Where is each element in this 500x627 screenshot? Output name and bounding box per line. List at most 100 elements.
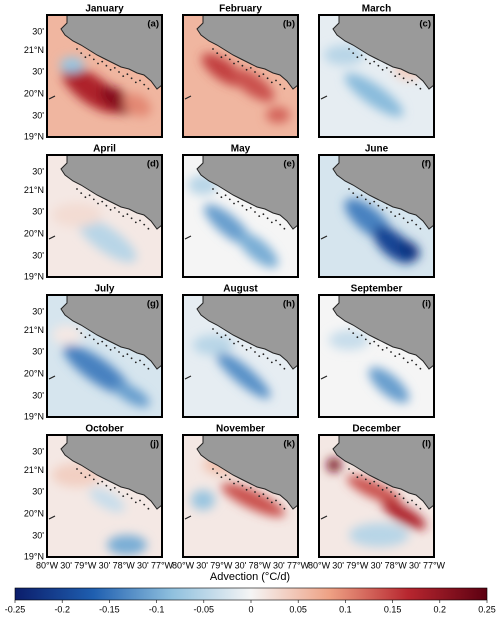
islet (184, 375, 192, 380)
cay (224, 474, 227, 477)
panel-label: (b) (283, 19, 295, 30)
cay (216, 192, 219, 194)
y-axis-label: 30' (32, 347, 44, 357)
field-blobs (344, 198, 420, 264)
cay (369, 62, 371, 65)
islet (320, 235, 328, 240)
panel-label: (f) (422, 159, 432, 170)
cay (101, 60, 104, 63)
cay (101, 340, 104, 343)
panel-label: (i) (422, 299, 431, 310)
y-axis-label: 19°N (24, 271, 44, 281)
cay (97, 482, 99, 485)
cay (381, 488, 384, 491)
cay (364, 58, 367, 61)
cay (356, 56, 359, 59)
land (60, 155, 162, 230)
cay (245, 208, 248, 211)
cay (97, 342, 99, 345)
panel-label: (l) (422, 439, 431, 450)
panel-label: (a) (147, 19, 159, 30)
cay (113, 67, 116, 69)
cay (92, 338, 95, 341)
panel-title: November (216, 424, 265, 435)
colorbar-tick-label: -0.25 (5, 604, 26, 614)
cay (348, 468, 350, 470)
panel-frame (318, 154, 435, 278)
x-axis-label: 79°W (74, 560, 97, 570)
field-blob (52, 325, 82, 345)
cay (398, 493, 401, 496)
field-blob (107, 535, 147, 555)
cay (249, 67, 252, 69)
cay (254, 211, 256, 213)
cay (228, 198, 231, 201)
cay (80, 332, 83, 334)
cay (147, 227, 150, 230)
x-axis-label: 79°W (210, 560, 233, 570)
cay (352, 52, 355, 54)
cay (134, 501, 137, 504)
cay (275, 79, 277, 82)
cay (249, 207, 252, 209)
cay (76, 468, 78, 470)
cay (402, 357, 405, 360)
y-axis-label: 30' (32, 26, 44, 36)
cay (254, 351, 256, 353)
cay (84, 476, 87, 479)
panel-title: January (85, 4, 124, 15)
cay (80, 192, 83, 194)
cay (381, 348, 384, 351)
cay (118, 211, 120, 213)
cay (76, 328, 78, 330)
cay (130, 497, 133, 500)
panel-title: April (93, 144, 116, 155)
cay (352, 472, 355, 474)
map-panel: September (i) (318, 284, 435, 418)
x-axis-label: 30' (99, 560, 111, 570)
cay (113, 487, 116, 489)
field-blob (123, 93, 151, 117)
cay (224, 334, 227, 337)
x-axis-label: 77°W (423, 560, 446, 570)
cay (377, 64, 380, 67)
cay (109, 208, 112, 211)
x-axis-label: 80°W (172, 560, 195, 570)
cay (147, 367, 150, 370)
cay (352, 192, 355, 194)
field-blob (221, 483, 285, 517)
cay (237, 480, 240, 483)
panel-title: May (231, 144, 251, 155)
field-blob (327, 458, 341, 472)
cay (415, 83, 418, 86)
cay (373, 340, 376, 343)
colorbar-tick-label: 0.05 (289, 604, 307, 614)
panel-frame (46, 14, 163, 138)
colorbar-tick-label: 0.25 (478, 604, 496, 614)
map-field (183, 295, 298, 417)
field-blob (398, 240, 420, 260)
cay (105, 344, 108, 347)
cay (139, 499, 141, 502)
y-axis-label: 21°N (24, 325, 44, 335)
cay (406, 221, 409, 224)
cay (385, 487, 388, 489)
map-panel: December(l)80°W 30' 79°W 30' 78°W 30' 77°W (308, 424, 446, 571)
y-axis-label: 20°N (24, 229, 44, 239)
x-axis-label: 77°W (287, 560, 310, 570)
cay (118, 491, 120, 493)
islet (48, 95, 56, 100)
x-axis-label: 30' (371, 560, 383, 570)
colorbar-tick-label: -0.1 (149, 604, 165, 614)
cay (360, 334, 363, 337)
y-axis-label: 30' (32, 111, 44, 121)
cay (216, 472, 219, 474)
map-field (319, 295, 434, 417)
field-blob (89, 487, 125, 513)
panel-title: December (352, 424, 400, 435)
land (332, 15, 434, 90)
y-axis-label: 30' (32, 531, 44, 541)
cay (385, 67, 388, 69)
panel-title: March (362, 4, 391, 15)
